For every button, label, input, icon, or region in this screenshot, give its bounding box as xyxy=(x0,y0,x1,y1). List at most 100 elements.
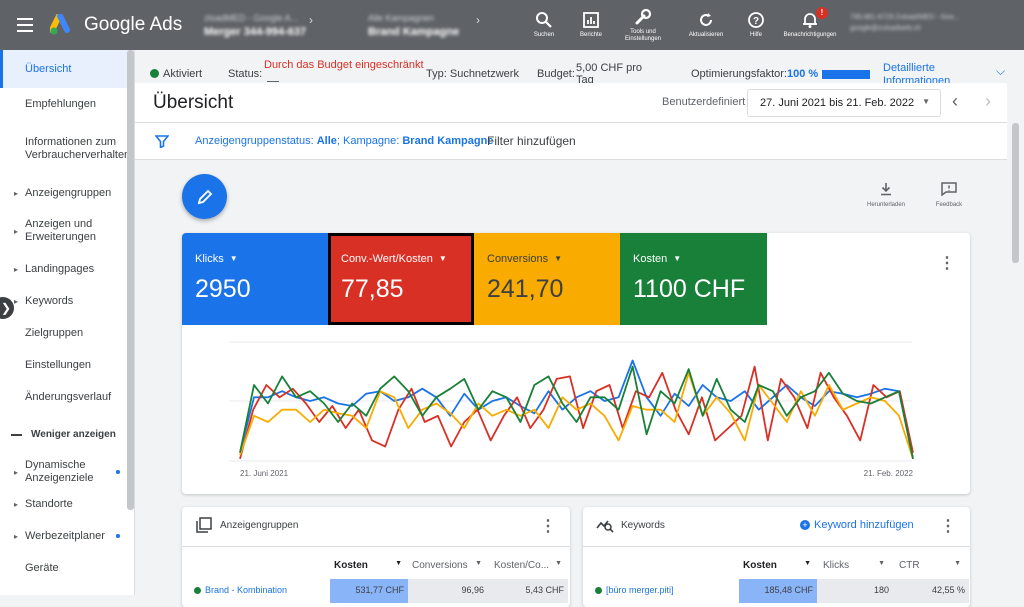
series-line-2 xyxy=(239,371,914,460)
column-header-cost[interactable]: Kosten ▼ xyxy=(334,560,402,571)
help-button[interactable]: ? Hilfe xyxy=(726,0,786,50)
menu-button[interactable] xyxy=(0,0,50,50)
dropdown-arrow-icon: ▼ xyxy=(954,560,961,567)
sidebar-item-locations[interactable]: ▸ Standorte xyxy=(0,488,134,520)
table-row-name[interactable]: [büro merger.piti] xyxy=(591,579,739,603)
metric-label: Kosten xyxy=(633,253,668,265)
column-header-cost[interactable]: Kosten ▼ xyxy=(743,560,811,571)
table-cell-cost: 185,48 CHF xyxy=(739,579,817,603)
collapse-sidebar-button[interactable]: ❯ xyxy=(0,297,14,319)
filter-icon[interactable] xyxy=(155,134,169,148)
scrollbar-thumb[interactable] xyxy=(1012,123,1019,263)
top-bar: Google Ads zloadMED - Google A... Merger… xyxy=(0,0,1024,50)
account-line2: Merger 344-994-637 xyxy=(204,25,307,38)
optimization-value[interactable]: 100 % xyxy=(787,68,819,80)
reports-button[interactable]: Berichte xyxy=(561,0,621,50)
table-cell-cost-per-conv: 5,43 CHF xyxy=(488,579,568,603)
metric-value: 77,85 xyxy=(341,275,404,303)
google-ads-logo[interactable]: Google Ads xyxy=(50,14,200,36)
adgroups-card: Anzeigengruppen ⋮ Kosten ▼ Conversions ▼ K… xyxy=(182,507,570,607)
add-filter-button[interactable]: Filter hinzufügen xyxy=(487,134,576,148)
sidebar-item-label: Übersicht xyxy=(25,62,72,75)
refresh-button[interactable]: Aktualisieren xyxy=(676,0,736,50)
sidebar-item-label: Informationen zum Verbraucherverhalten xyxy=(25,136,131,161)
search-button[interactable]: Suchen xyxy=(514,0,574,50)
metric-conversions[interactable]: Conversions ▼ 241,70 xyxy=(474,233,620,325)
download-icon xyxy=(881,183,891,196)
optimization-bar xyxy=(822,70,870,79)
details-link[interactable]: Detaillierte Informationen xyxy=(883,62,951,84)
chevron-right-icon: › xyxy=(476,13,480,27)
status-dot xyxy=(150,69,159,78)
table-row-name[interactable]: Brand - Kombination xyxy=(190,579,330,603)
expand-chevron-icon[interactable]: ⌵ xyxy=(996,64,1006,78)
sidebar-item-dynamic-targets[interactable]: ▸ Dynamische Anzeigenziele xyxy=(0,456,134,488)
dropdown-arrow-icon: ▼ xyxy=(555,560,562,567)
sidebar-item-keywords[interactable]: ▸ Keywords xyxy=(0,284,134,318)
account-switcher[interactable]: zloadMED - Google A... Merger 344-994-63… xyxy=(200,0,360,50)
column-header-conversions[interactable]: Conversions ▼ xyxy=(412,560,482,571)
wrench-icon xyxy=(635,8,652,24)
sidebar-item-overview[interactable]: Übersicht xyxy=(0,50,134,88)
sidebar-scrollbar[interactable] xyxy=(127,50,134,510)
column-header-ctr[interactable]: CTR ▼ xyxy=(899,560,961,571)
plus-icon: + xyxy=(800,520,810,530)
adgroups-more-menu[interactable]: ⋮ xyxy=(540,518,556,535)
status-enabled[interactable]: Aktiviert xyxy=(150,68,202,80)
user-account[interactable]: 795-881-6729 Zuload/MED - Goo... google@… xyxy=(850,12,1020,34)
campaign-switcher[interactable]: Alle Kampagnen Brand Kampagne xyxy=(364,0,524,50)
sidebar-item-label: Keywords xyxy=(25,294,74,307)
svg-text:?: ? xyxy=(753,16,759,27)
menu-icon xyxy=(17,16,33,34)
chart-more-menu[interactable]: ⋮ xyxy=(939,255,955,272)
column-header-clicks[interactable]: Klicks ▼ xyxy=(823,560,885,571)
sidebar-item-landingpages[interactable]: ▸ Landingpages xyxy=(0,254,134,284)
add-keyword-button[interactable]: + Keyword hinzufügen xyxy=(800,519,914,531)
metric-label: Conversions xyxy=(487,253,549,265)
sidebar-item-recommendations[interactable]: Empfehlungen xyxy=(0,88,134,120)
caret-right-icon: ▸ xyxy=(14,467,19,477)
previous-period-button[interactable]: ‹ xyxy=(952,91,958,111)
sidebar-item-devices[interactable]: Geräte xyxy=(0,552,134,584)
sidebar-item-change-history[interactable]: Änderungsverlauf xyxy=(0,382,134,412)
sidebar-item-label: Landingpages xyxy=(25,262,95,275)
next-period-button[interactable]: › xyxy=(985,91,991,111)
dropdown-arrow-icon: ▼ xyxy=(438,254,447,263)
performance-chart-card: Klicks ▼ 2950 Conv.-Wert/Kosten ▼ 77,85 Co… xyxy=(182,233,970,494)
sidebar-item-insights[interactable]: Informationen zum Verbraucherverhalten xyxy=(0,120,134,178)
metric-label: Conv.-Wert/Kosten xyxy=(341,253,433,265)
edit-fab-button[interactable] xyxy=(182,174,227,219)
metric-conv-value-cost[interactable]: Conv.-Wert/Kosten ▼ 77,85 xyxy=(328,233,474,325)
active-filter-chip[interactable]: Anzeigengruppenstatus: Alle; Kampagne: B… xyxy=(195,135,494,147)
metric-clicks[interactable]: Klicks ▼ 2950 xyxy=(182,233,328,325)
x-axis-start-label: 21. Juni 2021 xyxy=(240,469,289,478)
download-button[interactable]: Herunterladen xyxy=(861,182,911,208)
keywords-more-menu[interactable]: ⋮ xyxy=(940,518,956,535)
status-limited-text[interactable]: Durch das Budget eingeschränkt xyxy=(264,59,424,71)
adgroups-card-title: Anzeigengruppen xyxy=(220,520,299,531)
pencil-icon xyxy=(197,189,212,204)
keywords-icon xyxy=(596,520,614,533)
column-header-cost-per-conv[interactable]: Kosten/Co... ▼ xyxy=(494,560,562,571)
title-bar: Übersicht Benutzerdefiniert 27. Juni 202… xyxy=(135,83,1007,123)
show-less-button[interactable]: Weniger anzeigen xyxy=(0,412,134,456)
sidebar-item-adgroups[interactable]: ▸ Anzeigengruppen xyxy=(0,178,134,208)
reports-label: Berichte xyxy=(579,32,602,38)
campaign-status-bar: Aktiviert Status: Durch das Budget einge… xyxy=(135,50,1024,86)
help-label: Hilfe xyxy=(749,32,762,38)
date-range-picker[interactable]: 27. Juni 2021 bis 21. Feb. 2022 ▼ xyxy=(747,89,941,117)
download-label: Herunterladen xyxy=(866,202,906,208)
notifications-button[interactable]: Benachrichtigungen ! xyxy=(780,0,840,50)
sidebar-item-audiences[interactable]: Zielgruppen xyxy=(0,318,134,348)
sidebar-item-settings[interactable]: Einstellungen xyxy=(0,348,134,382)
metric-cost[interactable]: Kosten ▼ 1100 CHF xyxy=(620,233,767,325)
sidebar-item-ad-schedule[interactable]: ▸ Werbezeitplaner xyxy=(0,520,134,552)
chevron-right-icon: › xyxy=(309,13,313,27)
sidebar-item-label: Anzeigen und Erweiterungen xyxy=(25,218,96,243)
x-axis-end-label: 21. Feb. 2022 xyxy=(864,469,914,478)
feedback-button[interactable]: Feedback xyxy=(924,182,974,208)
page-scrollbar[interactable] xyxy=(1007,83,1024,595)
tools-button[interactable]: Tools und Einstellungen xyxy=(613,0,673,50)
sidebar-item-ads[interactable]: ▸ Anzeigen und Erweiterungen xyxy=(0,208,134,254)
metric-value: 241,70 xyxy=(487,275,564,303)
